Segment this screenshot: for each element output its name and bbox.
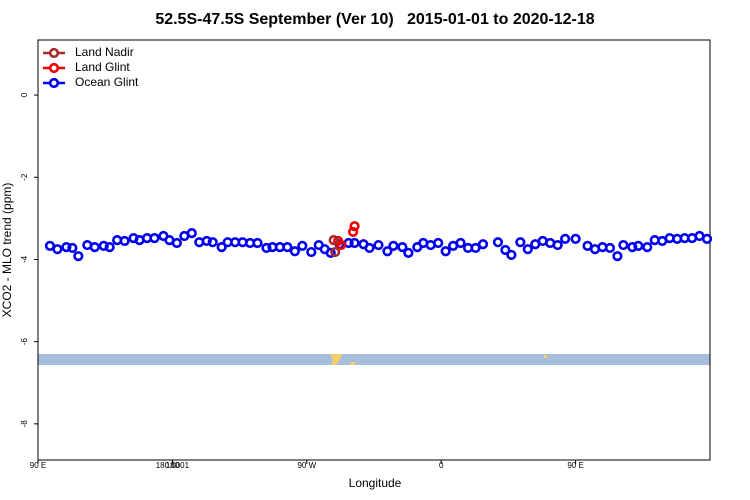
legend-label: Ocean Glint [75,75,139,89]
data-point [492,237,504,248]
data-point [297,240,308,251]
data-point [347,226,359,238]
data-point [289,246,300,257]
data-point [642,242,653,253]
data-point [364,242,375,254]
data-point [633,240,644,251]
data-point [455,237,466,249]
data-point [604,242,616,254]
plot-frame [37,39,711,461]
data-point [282,242,293,253]
data-point [618,239,629,251]
chart-title: 52.5S-47.5S September (Ver 10) 2015-01-0… [155,11,594,28]
data-point [570,233,581,245]
data-point [515,237,526,248]
surface-strip [38,354,710,365]
data-point [328,235,339,246]
data-point [612,251,623,262]
data-point [552,239,563,251]
data-point [252,237,263,249]
data-point [61,242,72,253]
data-point [627,242,638,253]
data-point [397,242,408,253]
data-point [440,246,451,257]
data-point [67,242,78,254]
data-point [477,239,489,250]
y-tick-label: -8 [20,420,29,428]
x-axis-label: Longitude [349,476,402,490]
data-point [382,246,393,257]
data-point [349,237,360,249]
data-point [98,240,109,251]
y-tick-label: 0 [20,92,29,97]
x-tick-label: 90 E [567,461,583,470]
land-strip [330,354,342,365]
data-point [306,246,317,258]
data-point [373,239,384,251]
data-point [506,249,517,261]
data-point [701,233,713,245]
data-point [388,240,399,251]
y-tick-label: -2 [20,173,29,181]
y-tick-label: -4 [20,255,29,263]
data-point [216,242,227,253]
data-point [186,228,197,239]
legend-label: Land Glint [75,60,130,74]
data-point [336,239,347,251]
data-point [201,235,212,247]
legend-marker [48,47,60,59]
data-point [149,232,160,244]
y-axis-label: XCO2 - MLO trend (ppm) [0,183,14,318]
legend-label: Land Nadir [75,45,134,59]
data-point [470,242,481,254]
land-strip [350,362,355,365]
data-point [330,246,341,258]
x-tick-label: 180.0001 [156,461,190,470]
y-tick-label: -6 [20,338,29,346]
x-tick-label: 0 [439,461,444,470]
data-point [52,244,63,255]
x-tick-label: 180 [166,461,180,470]
data-point [89,242,100,253]
data-point [500,244,511,256]
x-tick-label: 90 E [30,461,46,470]
data-point [522,244,533,255]
data-point [560,233,571,245]
data-point [207,237,218,248]
legend-marker [48,77,60,89]
data-point [403,247,414,258]
data-point [171,237,182,249]
x-tick-label: 90 W [297,461,316,470]
data-point [325,247,336,258]
ocean-strip [38,354,710,365]
data-point [349,221,360,232]
data-point [433,237,444,249]
data-point [261,242,272,254]
legend-marker [48,62,60,74]
data-point [73,251,84,262]
land-strip [544,355,547,358]
data-point [119,235,130,247]
data-point [104,242,115,253]
